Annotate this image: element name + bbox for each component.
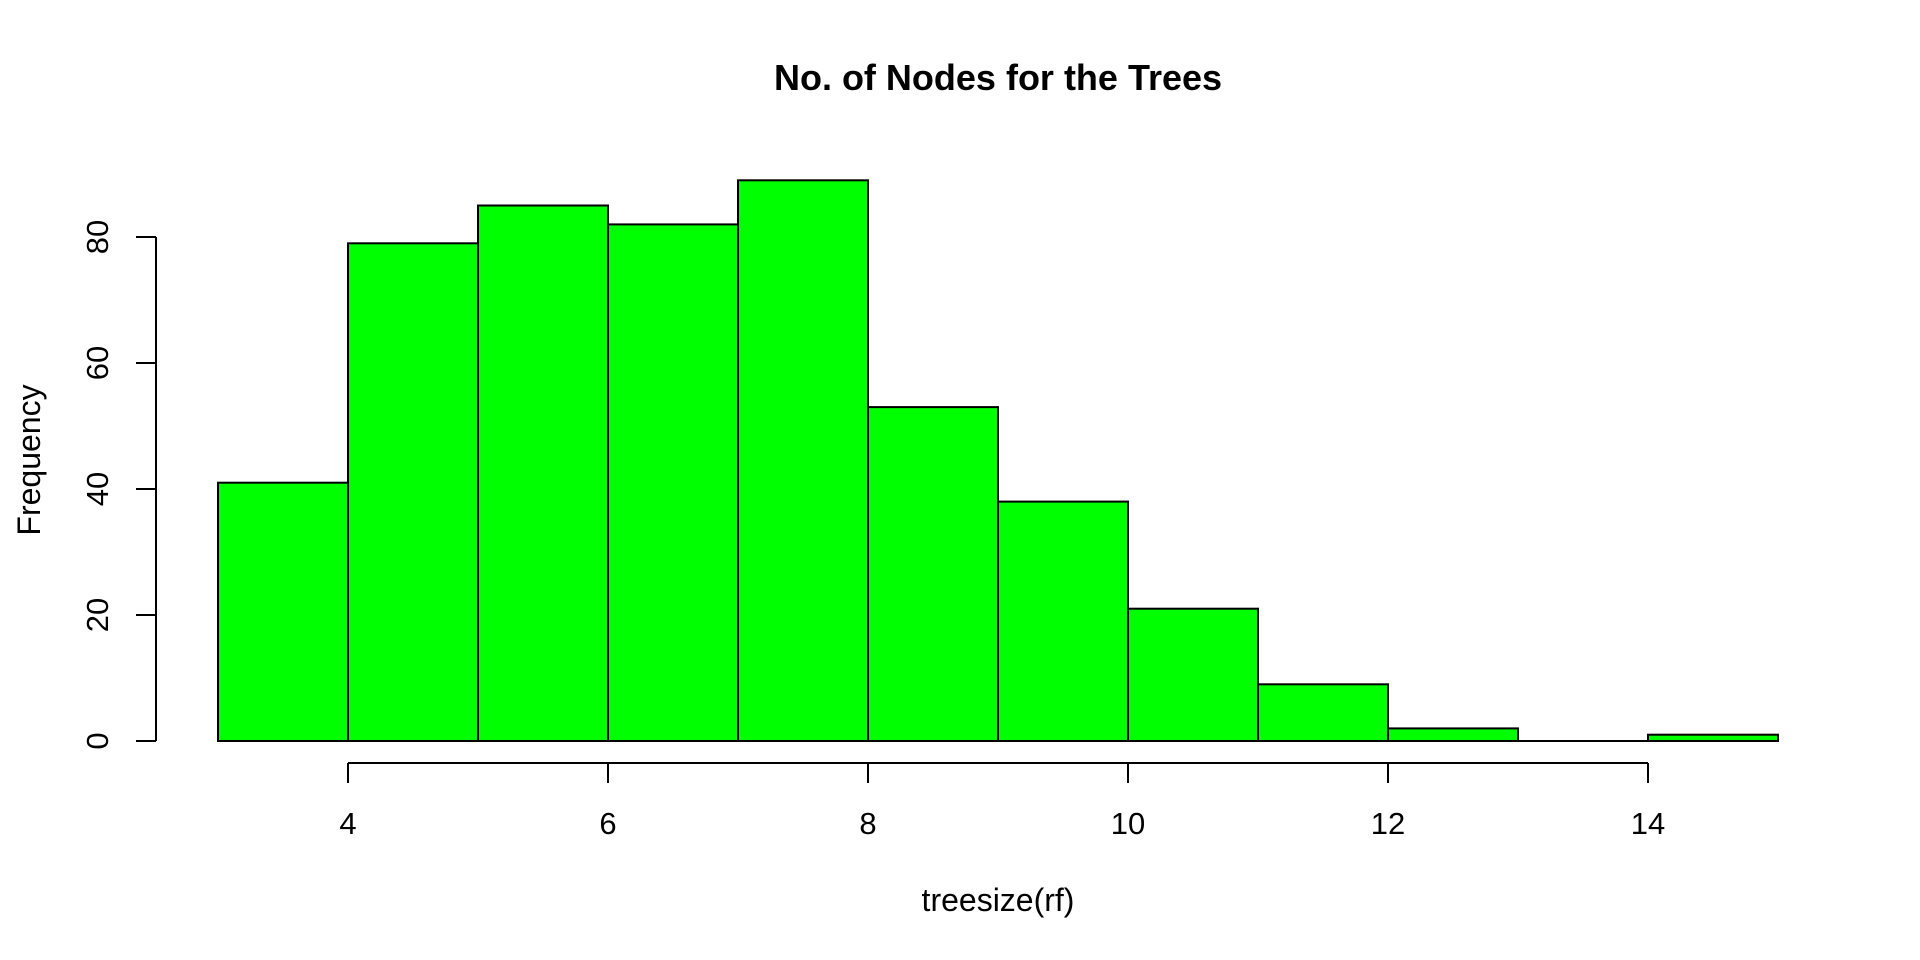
histogram-bar	[737, 179, 869, 743]
histogram-bar	[607, 223, 739, 742]
y-tick-label: 0	[80, 732, 115, 749]
x-tick-label: 12	[1371, 806, 1405, 841]
histogram-bar	[217, 481, 349, 742]
x-tick-label: 14	[1631, 806, 1665, 841]
histogram-bar	[477, 204, 609, 742]
histogram-bar	[1127, 607, 1259, 743]
x-tick-label: 8	[859, 806, 876, 841]
histogram-bar	[1387, 727, 1519, 743]
y-axis-title: Frequency	[11, 384, 47, 536]
x-tick-label: 10	[1111, 806, 1145, 841]
x-tick-label: 6	[599, 806, 616, 841]
histogram-bar	[867, 406, 999, 742]
histogram-bar	[1257, 683, 1389, 742]
y-tick-label: 40	[80, 472, 115, 506]
x-axis-title: treesize(rf)	[921, 882, 1075, 918]
y-tick-label: 80	[80, 220, 115, 254]
x-tick-label: 4	[339, 806, 356, 841]
histogram-bar	[1647, 733, 1779, 743]
y-tick-label: 60	[80, 346, 115, 380]
histogram-bar	[347, 242, 479, 743]
chart-title: No. of Nodes for the Trees	[773, 57, 1223, 98]
histogram-bar	[997, 500, 1129, 742]
y-tick-label: 20	[80, 598, 115, 632]
